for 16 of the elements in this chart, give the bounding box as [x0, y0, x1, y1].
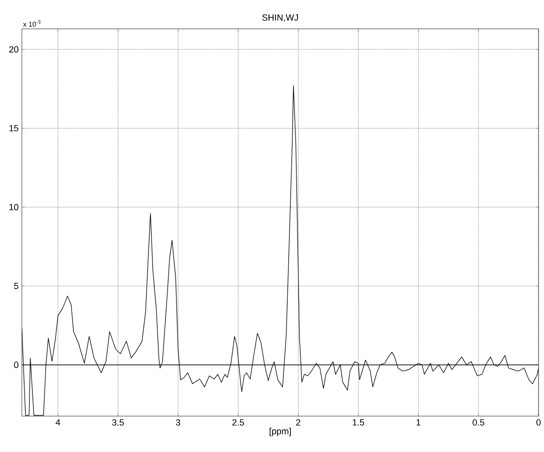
y-tick-label: 0 [14, 362, 18, 368]
x-tick-label: 4 [56, 419, 60, 426]
x-tick-label: 1.5 [352, 419, 364, 426]
x-tick-label: 2 [296, 419, 300, 426]
y-tick-label: 15 [9, 125, 18, 132]
x-tick-label: 3.5 [112, 419, 124, 426]
y-tick-label: 20 [9, 46, 18, 53]
x-tick-label: 0 [536, 419, 541, 426]
x-tick-label: 3 [176, 419, 180, 426]
x-tick-label: 2.5 [232, 419, 244, 426]
y-tick-label: 5 [14, 282, 18, 290]
x-tick-label: 0.5 [472, 419, 484, 426]
x-tick-label: 1 [416, 419, 420, 426]
y-tick-label: 10 [9, 204, 18, 210]
chart-title: SHIN,WJ [262, 14, 298, 22]
x-axis-title: [ppm] [270, 428, 291, 436]
